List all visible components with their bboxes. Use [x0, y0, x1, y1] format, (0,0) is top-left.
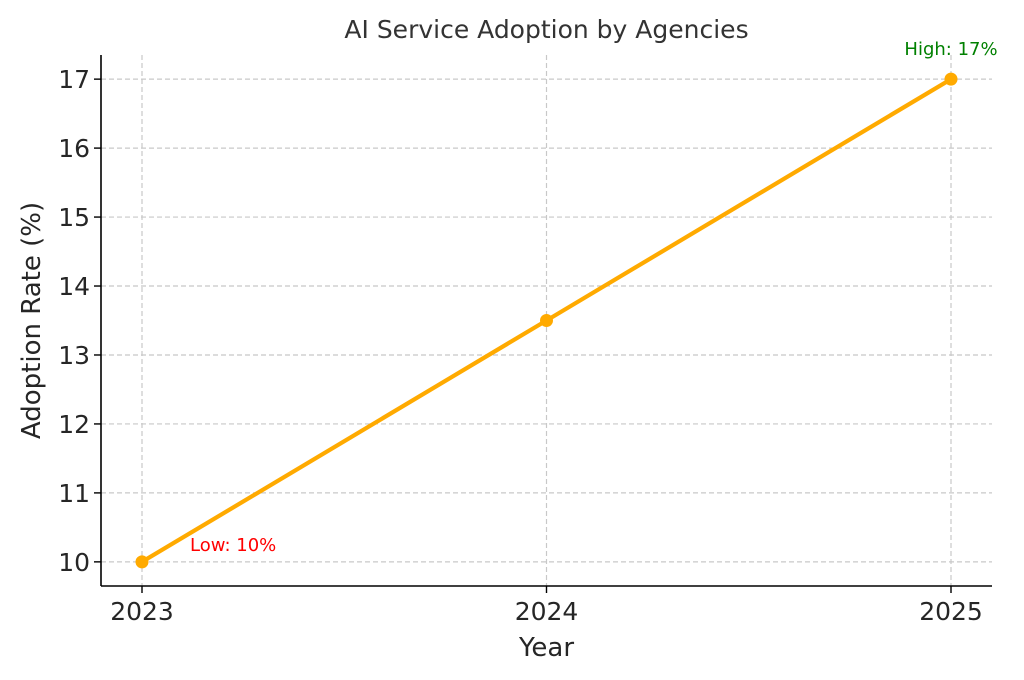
y-tick-label: 17 [58, 65, 90, 94]
y-tick-label: 14 [58, 272, 90, 301]
x-tick-label: 2023 [110, 597, 174, 626]
y-tick-label: 10 [58, 548, 90, 577]
low-annotation: Low: 10% [190, 535, 276, 556]
data-point [540, 314, 553, 327]
y-tick-label: 13 [58, 341, 90, 370]
annotations: Low: 10% High: 17% [190, 39, 998, 556]
x-axis-label: Year [518, 633, 574, 663]
x-tick-label: 2024 [515, 597, 579, 626]
series [135, 72, 958, 569]
chart-title: AI Service Adoption by Agencies [344, 15, 748, 44]
grid [101, 55, 992, 586]
y-tick-label: 15 [58, 203, 90, 232]
ticks: 10 11 12 13 14 15 16 17 2023 2024 2025 [58, 65, 983, 626]
data-point [944, 72, 958, 86]
x-tick-label: 2025 [919, 597, 983, 626]
high-annotation: High: 17% [904, 39, 997, 60]
data-point [135, 555, 149, 569]
y-tick-label: 12 [58, 410, 90, 439]
y-tick-label: 11 [58, 479, 90, 508]
y-axis-label: Adoption Rate (%) [17, 202, 47, 439]
y-tick-label: 16 [58, 134, 90, 163]
